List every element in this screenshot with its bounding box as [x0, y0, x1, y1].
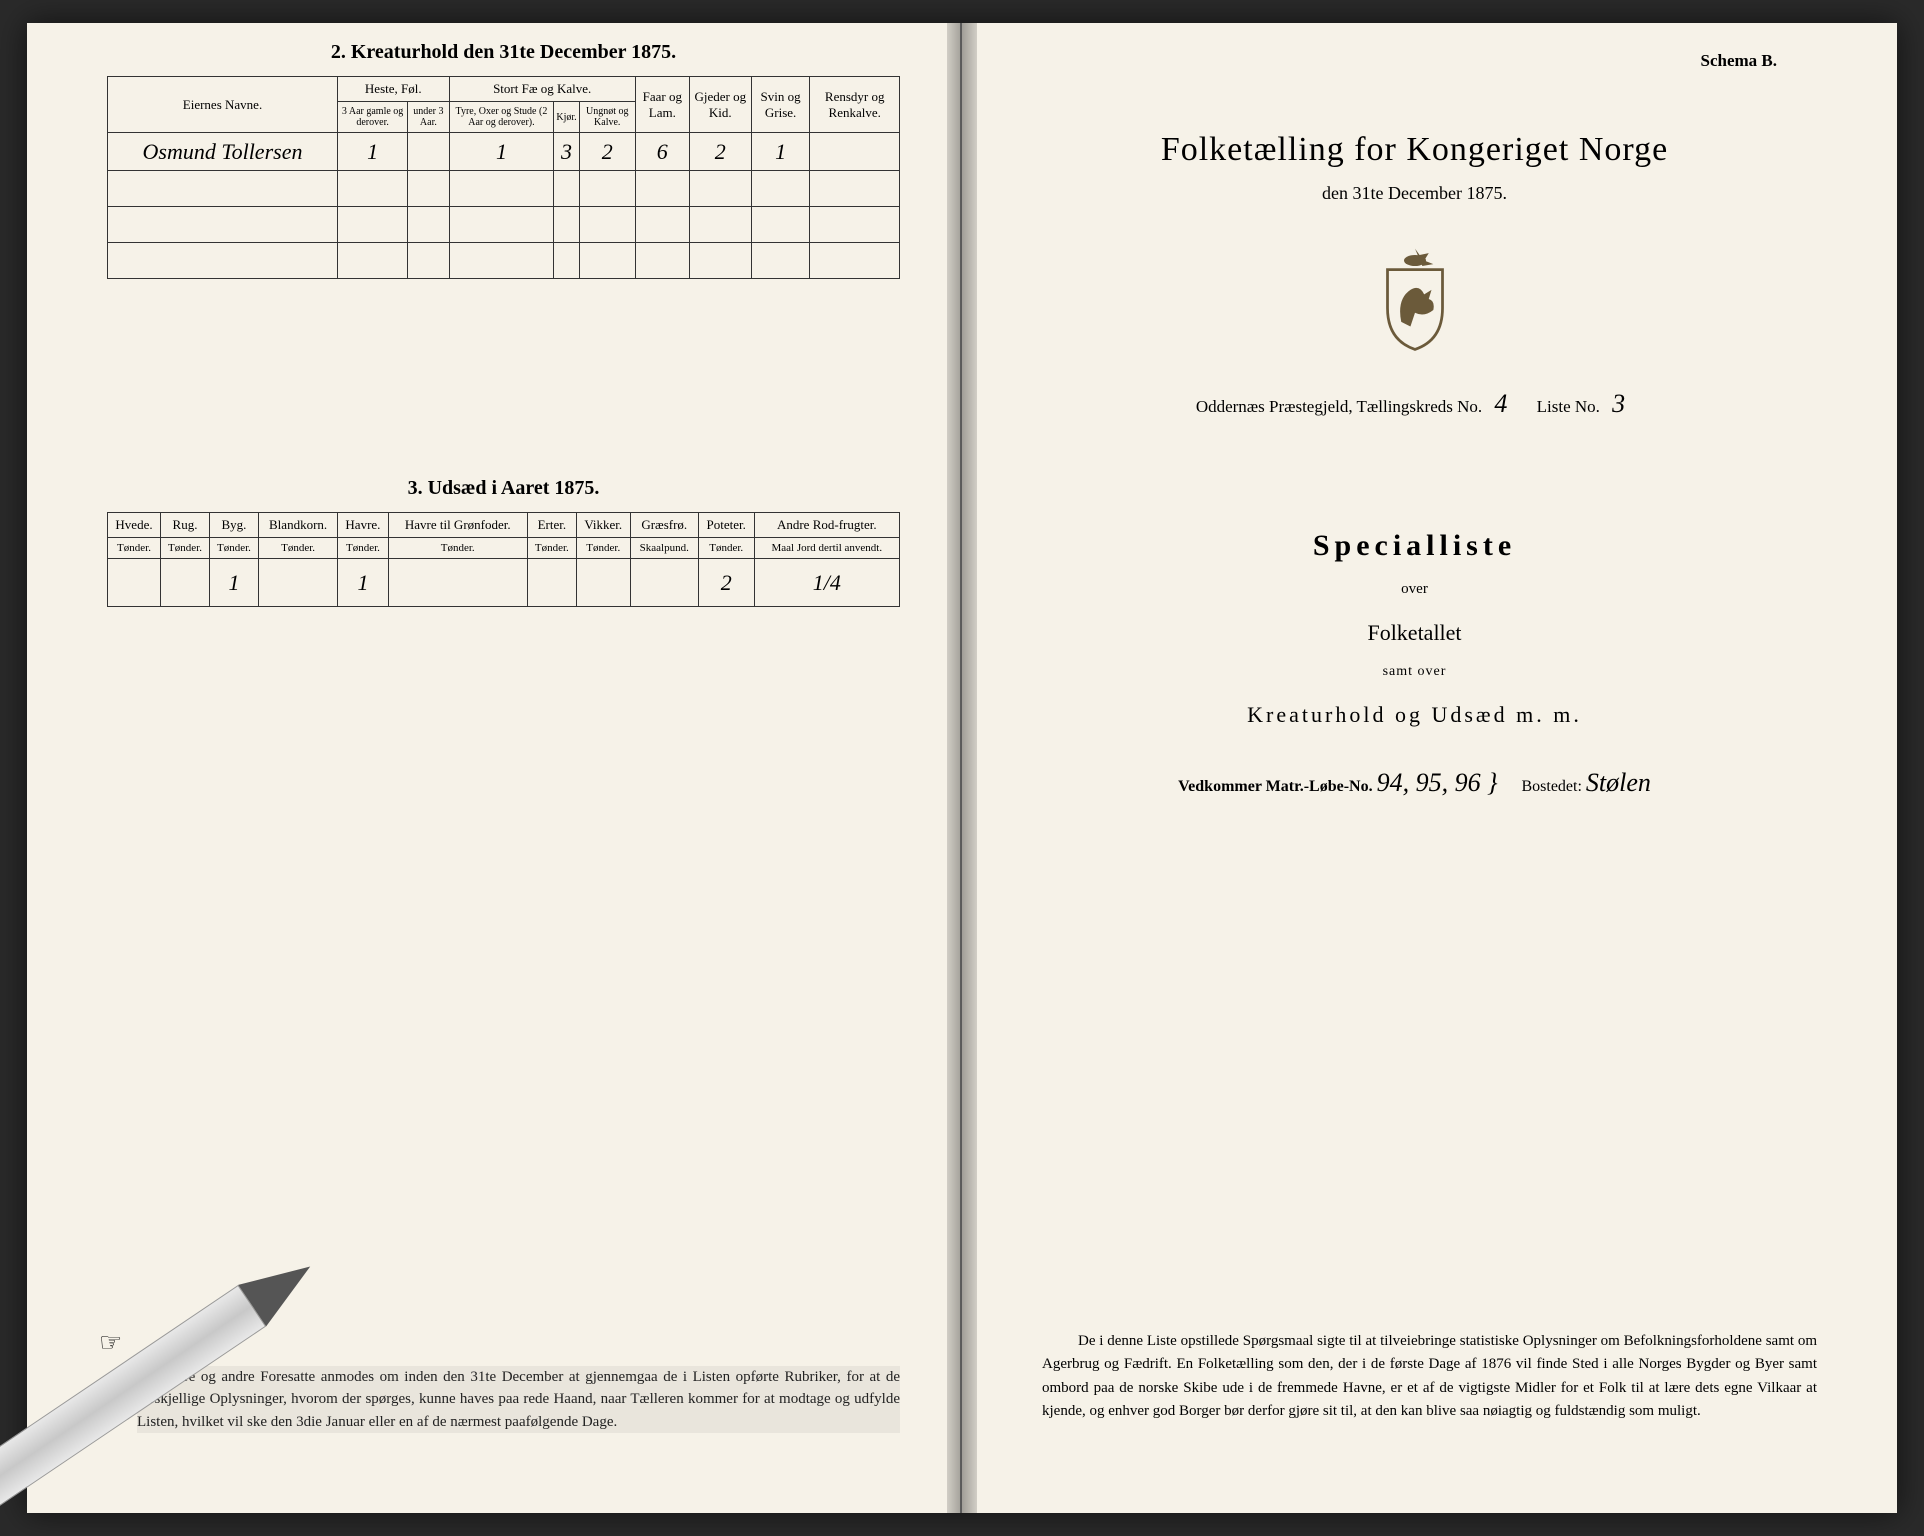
census-date: den 31te December 1875. [1022, 183, 1807, 204]
pointing-hand-icon: ☞ [99, 1328, 122, 1358]
matr-line: Vedkommer Matr.-Løbe-No. 94, 95, 96 } Bo… [1022, 768, 1807, 798]
schema-label: Schema B. [1022, 51, 1777, 71]
col-horses-b: under 3 Aar. [408, 102, 449, 133]
cell-stort-c: 2 [579, 133, 635, 171]
cell-heste-b [408, 133, 449, 171]
seed-table: Hvede. Rug. Byg. Blandkorn. Havre. Havre… [107, 512, 900, 607]
seed-unit-2: Tønder. [209, 538, 258, 559]
seed-unit-1: Tønder. [161, 538, 210, 559]
empty-row [108, 243, 900, 279]
seed-col-3: Blandkorn. [258, 513, 337, 538]
seed-unit-0: Tønder. [108, 538, 161, 559]
seed-cell-7 [576, 559, 630, 607]
livestock-row: Osmund Tollersen 1 1 3 2 6 2 1 [108, 133, 900, 171]
seed-col-10: Andre Rod-frugter. [754, 513, 899, 538]
col-horses-group: Heste, Føl. [338, 77, 450, 102]
seed-cell-3 [258, 559, 337, 607]
census-book: 2. Kreaturhold den 31te December 1875. E… [27, 23, 1897, 1513]
seed-unit-row: Tønder. Tønder. Tønder. Tønder. Tønder. … [108, 538, 900, 559]
left-footnote: Husfædre og andre Foresatte anmodes om i… [137, 1366, 900, 1434]
cell-faar: 6 [635, 133, 689, 171]
liste-number: 3 [1612, 389, 1625, 418]
seed-unit-5: Tønder. [388, 538, 527, 559]
over-label: over [1022, 581, 1807, 598]
parish-prefix: Oddernæs Præstegjeld, Tællingskreds No. [1196, 397, 1482, 416]
pencil-tip [239, 1246, 325, 1327]
bosted-value: Stølen [1586, 768, 1651, 797]
col-reindeer: Rensdyr og Renkalve. [810, 77, 900, 133]
seed-cell-9: 2 [698, 559, 754, 607]
empty-row [108, 207, 900, 243]
bosted-label: Bostedet: [1521, 778, 1581, 795]
seed-cell-4: 1 [338, 559, 388, 607]
seed-col-6: Erter. [527, 513, 576, 538]
seed-unit-6: Tønder. [527, 538, 576, 559]
seed-unit-4: Tønder. [338, 538, 388, 559]
matr-number: 94, 95, 96 } [1377, 768, 1498, 797]
col-cattle-group: Stort Fæ og Kalve. [449, 77, 635, 102]
seed-col-7: Vikker. [576, 513, 630, 538]
cell-heste-a: 1 [338, 133, 408, 171]
seed-unit-10: Maal Jord dertil anvendt. [754, 538, 899, 559]
seed-header-row: Hvede. Rug. Byg. Blandkorn. Havre. Havre… [108, 513, 900, 538]
cell-stort-a: 1 [449, 133, 554, 171]
seed-unit-9: Tønder. [698, 538, 754, 559]
seed-col-9: Poteter. [698, 513, 754, 538]
coat-of-arms-icon [1022, 244, 1807, 359]
cell-svin: 1 [751, 133, 810, 171]
seed-col-5: Havre til Grønfoder. [388, 513, 527, 538]
left-page: 2. Kreaturhold den 31te December 1875. E… [27, 23, 962, 1513]
seed-unit-3: Tønder. [258, 538, 337, 559]
kreaturhold-label: Kreaturhold og Udsæd m. m. [1022, 702, 1807, 728]
seed-col-2: Byg. [209, 513, 258, 538]
matr-label: Vedkommer Matr.-Løbe-No. [1178, 778, 1373, 795]
seed-col-1: Rug. [161, 513, 210, 538]
col-pigs: Svin og Grise. [751, 77, 810, 133]
seed-unit-8: Skaalpund. [630, 538, 698, 559]
cell-gjed: 2 [689, 133, 751, 171]
seed-cell-5 [388, 559, 527, 607]
col-cattle-c: Ungnøt og Kalve. [579, 102, 635, 133]
liste-label: Liste No. [1537, 397, 1600, 416]
col-cattle-a: Tyre, Oxer og Stude (2 Aar og derover). [449, 102, 554, 133]
seed-col-8: Græsfrø. [630, 513, 698, 538]
section3-title: 3. Udsæd i Aaret 1875. [107, 477, 900, 500]
section2-title: 2. Kreaturhold den 31te December 1875. [107, 41, 900, 64]
parish-number: 4 [1494, 389, 1507, 418]
livestock-table: Eiernes Navne. Heste, Føl. Stort Fæ og K… [107, 76, 900, 279]
col-horses-a: 3 Aar gamle og derover. [338, 102, 408, 133]
col-goats: Gjeder og Kid. [689, 77, 751, 133]
seed-col-0: Hvede. [108, 513, 161, 538]
cell-stort-b: 3 [554, 133, 579, 171]
right-page: Schema B. Folketælling for Kongeriget No… [962, 23, 1897, 1513]
seed-data-row: 1 1 2 1/4 [108, 559, 900, 607]
samt-label: samt over [1022, 664, 1807, 680]
seed-unit-7: Tønder. [576, 538, 630, 559]
seed-col-4: Havre. [338, 513, 388, 538]
right-footnote: De i denne Liste opstillede Spørgsmaal s… [1042, 1330, 1817, 1423]
seed-cell-8 [630, 559, 698, 607]
seed-cell-6 [527, 559, 576, 607]
seed-cell-10: 1/4 [754, 559, 899, 607]
vertical-gap [107, 279, 900, 469]
seed-cell-0 [108, 559, 161, 607]
main-title: Folketælling for Kongeriget Norge [1022, 131, 1807, 169]
folketallet-label: Folketallet [1022, 620, 1807, 646]
col-sheep: Faar og Lam. [635, 77, 689, 133]
owner-name: Osmund Tollersen [108, 133, 338, 171]
specialliste-heading: Specialliste [1022, 529, 1807, 563]
parish-line: Oddernæs Præstegjeld, Tællingskreds No. … [1022, 389, 1807, 419]
seed-cell-1 [161, 559, 210, 607]
col-owner: Eiernes Navne. [108, 77, 338, 133]
seed-cell-2: 1 [209, 559, 258, 607]
empty-row [108, 171, 900, 207]
cell-ren [810, 133, 900, 171]
col-cattle-b: Kjør. [554, 102, 579, 133]
